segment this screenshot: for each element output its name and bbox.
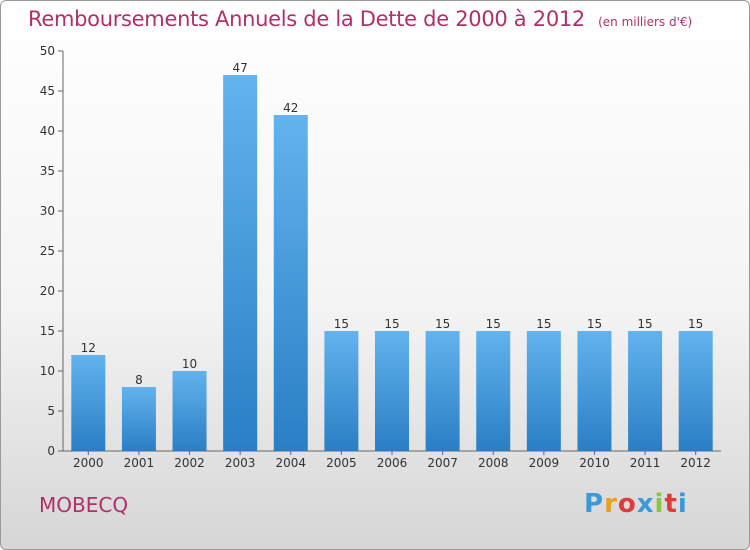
value-label-2003: 47: [233, 61, 248, 75]
value-label-2009: 15: [536, 317, 551, 331]
y-tick-label: 5: [47, 404, 55, 418]
value-label-2004: 42: [283, 101, 298, 115]
bar-2010: [577, 331, 612, 451]
x-tick-label-2005: 2005: [326, 456, 357, 470]
y-tick-label: 25: [40, 244, 55, 258]
value-label-2011: 15: [637, 317, 652, 331]
x-tick-label-2002: 2002: [174, 456, 205, 470]
bar-2011: [628, 331, 663, 451]
x-tick-label-2000: 2000: [73, 456, 104, 470]
bar-2012: [678, 331, 713, 451]
x-tick-label-2006: 2006: [377, 456, 408, 470]
x-tick-label-2009: 2009: [529, 456, 560, 470]
bar-2004: [273, 115, 308, 451]
bar-2002: [172, 371, 207, 451]
value-label-2010: 15: [587, 317, 602, 331]
y-tick-label: 40: [40, 124, 55, 138]
value-label-2000: 12: [81, 341, 96, 355]
x-tick-label-2011: 2011: [630, 456, 661, 470]
y-tick-label: 10: [40, 364, 55, 378]
value-label-2006: 15: [384, 317, 399, 331]
logo-letter: P: [584, 489, 605, 519]
x-tick-label-2008: 2008: [478, 456, 509, 470]
y-tick-label: 50: [40, 44, 55, 58]
x-tick-label-2004: 2004: [275, 456, 306, 470]
x-tick-label-2001: 2001: [124, 456, 155, 470]
x-tick-label-2010: 2010: [579, 456, 610, 470]
chart-axes: 0 5 10 15 20 25 30 35 40 45 50: [40, 44, 721, 458]
y-tick-label: 20: [40, 284, 55, 298]
bar-2009: [526, 331, 561, 451]
y-tick-label: 0: [47, 444, 55, 458]
bar-2008: [476, 331, 511, 451]
chart-labels: 12 2000 8 2001 10 2002 47 2003 42 2004 15 2005 15 200…: [73, 61, 711, 470]
bar-2007: [425, 331, 460, 451]
logo-letter: o: [617, 489, 637, 519]
bar-2000: [71, 355, 106, 451]
value-label-2008: 15: [486, 317, 501, 331]
logo-letter: r: [604, 489, 618, 519]
bar-2001: [121, 387, 156, 451]
y-tick-label: 45: [40, 84, 55, 98]
bar-2005: [324, 331, 359, 451]
value-label-2002: 10: [182, 357, 197, 371]
x-tick-label-2012: 2012: [680, 456, 711, 470]
value-label-2001: 8: [135, 373, 143, 387]
location-name: MOBECQ: [39, 493, 129, 517]
x-tick-label-2003: 2003: [225, 456, 256, 470]
value-label-2005: 15: [334, 317, 349, 331]
bar-2003: [223, 75, 258, 451]
x-tick-label-2007: 2007: [427, 456, 458, 470]
logo-letter: t: [664, 489, 678, 519]
y-tick-label: 30: [40, 204, 55, 218]
chart-unit: (en milliers d'€): [598, 15, 693, 29]
chart-title-text: Remboursements Annuels de la Dette de 20…: [28, 7, 585, 31]
bar-2006: [375, 331, 409, 451]
proxiti-logo: Proxiti: [584, 489, 688, 519]
chart-bars: [71, 75, 713, 451]
value-label-2007: 15: [435, 317, 450, 331]
y-tick-label: 15: [40, 324, 55, 338]
value-label-2012: 15: [688, 317, 703, 331]
logo-letter: x: [636, 489, 655, 519]
logo-letter: i: [677, 489, 688, 519]
y-tick-label: 35: [40, 164, 55, 178]
logo-letter: i: [654, 489, 665, 519]
chart-title: Remboursements Annuels de la Dette de 20…: [28, 7, 692, 31]
